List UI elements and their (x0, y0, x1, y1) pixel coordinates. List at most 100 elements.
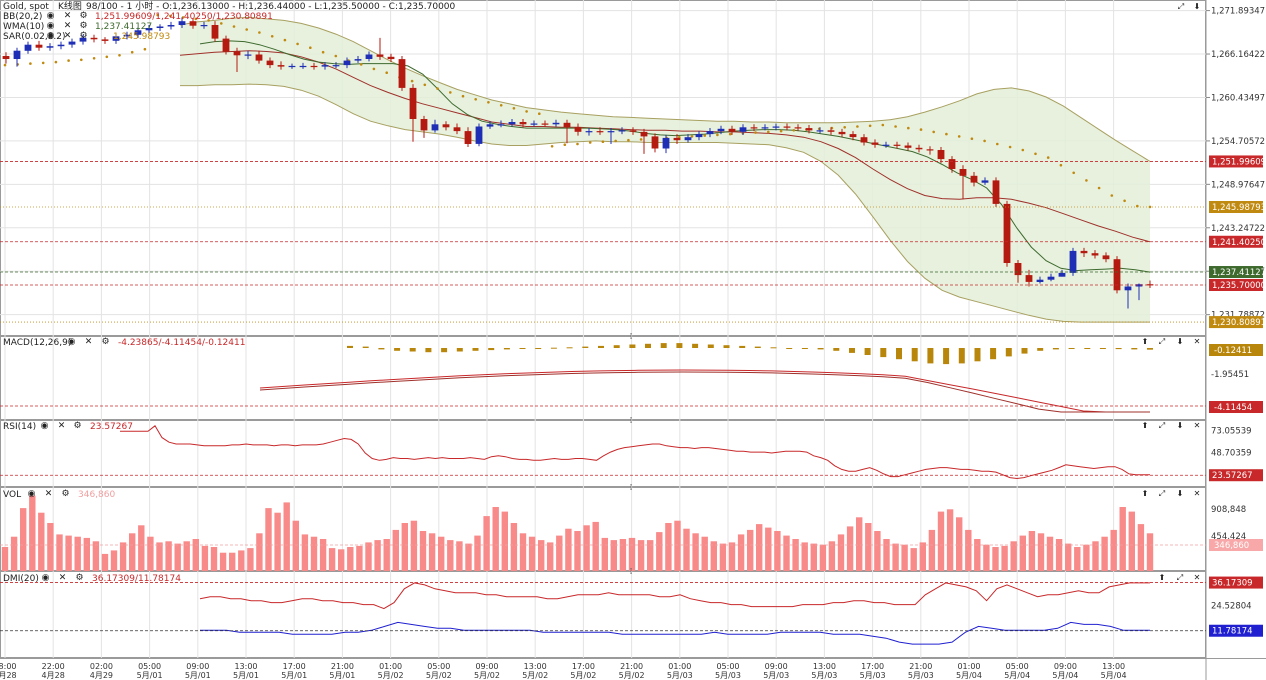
eye-icon[interactable]: ◉ (40, 421, 49, 431)
eye-icon[interactable]: ◉ (46, 31, 55, 41)
eye-icon[interactable]: ◉ (27, 489, 36, 499)
chart-type-label[interactable]: K线图 (58, 2, 82, 12)
candle-body (79, 37, 87, 42)
x-tick-label: 5月/04 (956, 671, 982, 680)
close-icon[interactable]: ✕ (57, 421, 66, 431)
gear-icon[interactable]: ⚙ (101, 337, 110, 347)
volume-bar (492, 507, 499, 571)
close-icon[interactable]: ✕ (63, 31, 72, 41)
maximize-icon[interactable]: ⤢ (1177, 2, 1185, 11)
close-icon[interactable]: ✕ (44, 489, 53, 499)
arrow-up-icon[interactable]: ⬆ (1158, 573, 1166, 582)
gear-icon[interactable]: ⚙ (79, 21, 88, 31)
x-tick-label: 5月/03 (763, 671, 789, 680)
gear-icon[interactable]: ⚙ (79, 31, 88, 41)
arrow-up-icon[interactable]: ⬆ (1141, 489, 1149, 498)
sar-dot (716, 133, 719, 137)
candle-body (68, 41, 76, 45)
candle-body (695, 134, 703, 138)
close-icon[interactable]: ✕ (1193, 573, 1201, 582)
eye-icon[interactable]: ◉ (41, 573, 50, 583)
sar-dot (385, 71, 389, 74)
volume-bar (647, 540, 654, 571)
candle-body (827, 130, 835, 132)
macd-histogram-bar (535, 348, 542, 349)
arrow-up-icon[interactable]: ⬆ (1141, 337, 1149, 346)
candle-body (585, 131, 593, 133)
sar-dot (588, 141, 592, 144)
candle-body (167, 25, 175, 27)
volume-bar (883, 539, 890, 571)
candle-body (750, 127, 758, 129)
eye-icon[interactable]: ◉ (46, 11, 55, 21)
candle-body (607, 131, 615, 133)
price-marker-tag (1209, 266, 1263, 279)
arrow-down-icon[interactable]: ⬇ (1193, 2, 1201, 11)
volume-bar (574, 531, 581, 571)
macd-tag (1209, 401, 1263, 413)
close-icon[interactable]: ✕ (1193, 421, 1201, 430)
volume-bar (1, 547, 9, 571)
y-tick-label: 454,424 (1211, 532, 1246, 542)
maximize-icon[interactable]: ⤢ (1158, 337, 1166, 346)
gear-icon[interactable]: ⚙ (73, 421, 82, 431)
close-icon[interactable]: ✕ (1193, 489, 1201, 498)
volume-bar (710, 541, 717, 571)
close-icon[interactable]: ✕ (63, 11, 72, 21)
volume-bar (310, 536, 318, 571)
close-icon[interactable]: ✕ (58, 573, 67, 583)
volume-bar (1065, 543, 1072, 571)
candle-body (1113, 259, 1121, 291)
volume-bar (819, 544, 827, 571)
volume-bar (447, 540, 454, 571)
volume-bar (38, 512, 45, 571)
candle-body (453, 127, 461, 132)
arrow-down-icon[interactable]: ⬇ (1176, 489, 1184, 498)
eye-icon[interactable]: ◉ (46, 21, 55, 31)
macd-histogram-bar (770, 347, 777, 349)
gear-icon[interactable]: ⚙ (61, 489, 70, 499)
eye-icon[interactable]: ◉ (67, 337, 76, 347)
macd-histogram-bar (629, 344, 636, 348)
volume-bar (129, 533, 136, 571)
x-tick-label: 09:00 (475, 662, 498, 671)
sar-dot (538, 112, 541, 115)
macd-histogram-bar (1021, 348, 1028, 354)
maximize-icon[interactable]: ⤢ (1176, 573, 1184, 582)
sar-dot (728, 132, 732, 136)
macd-histogram-bar (425, 348, 432, 353)
macd-histogram-bar (943, 348, 950, 365)
volume-bar (265, 508, 272, 571)
close-icon[interactable]: ✕ (1193, 337, 1201, 346)
candle-body (409, 87, 417, 119)
candle-body (288, 65, 296, 68)
close-icon[interactable]: ✕ (63, 21, 72, 31)
macd-histogram-bar (347, 345, 353, 348)
volume-bar (1110, 529, 1117, 571)
arrow-down-icon[interactable]: ⬇ (1176, 337, 1184, 346)
candle-body (926, 149, 934, 151)
gear-icon[interactable]: ⚙ (79, 11, 88, 21)
price-marker-tag (1209, 235, 1263, 248)
maximize-icon[interactable]: ⤢ (1158, 421, 1166, 430)
arrow-down-icon[interactable]: ⬇ (1176, 421, 1184, 430)
dmi-tag (1209, 624, 1263, 637)
sar-dot (1021, 148, 1025, 152)
sar-dot (779, 129, 783, 133)
vol-values: 346,860 (78, 490, 116, 500)
quote-ohlc: 98/100 - 1 小时 - O:1,236.13000 - H:1,236.… (86, 2, 456, 12)
volume-bar (1046, 536, 1054, 571)
macd-tag-label: -4.11454 (1214, 403, 1252, 413)
arrow-up-icon[interactable]: ⬆ (1141, 421, 1149, 430)
close-icon[interactable]: ✕ (84, 337, 93, 347)
gear-icon[interactable]: ⚙ (75, 573, 84, 583)
volume-bar (565, 528, 572, 571)
sar-dot (690, 135, 694, 138)
pane-frame (0, 571, 1206, 658)
x-tick-label: 17:00 (861, 662, 884, 671)
y-tick-label: 1,231.78872 (1211, 311, 1265, 321)
maximize-icon[interactable]: ⤢ (1158, 489, 1166, 498)
price-marker-label: 1,230.80891 (1212, 318, 1266, 328)
candle-body (299, 65, 307, 68)
sar-dot (525, 110, 528, 113)
